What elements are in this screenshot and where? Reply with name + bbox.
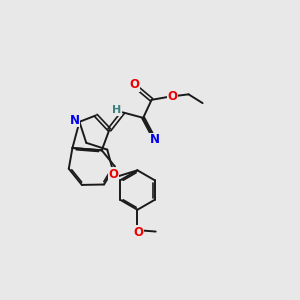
- Text: N: N: [150, 133, 160, 146]
- Text: O: O: [108, 168, 118, 181]
- Text: O: O: [133, 226, 143, 238]
- Text: O: O: [167, 90, 177, 103]
- Text: O: O: [130, 78, 140, 91]
- Text: H: H: [112, 105, 121, 115]
- Text: N: N: [70, 114, 80, 127]
